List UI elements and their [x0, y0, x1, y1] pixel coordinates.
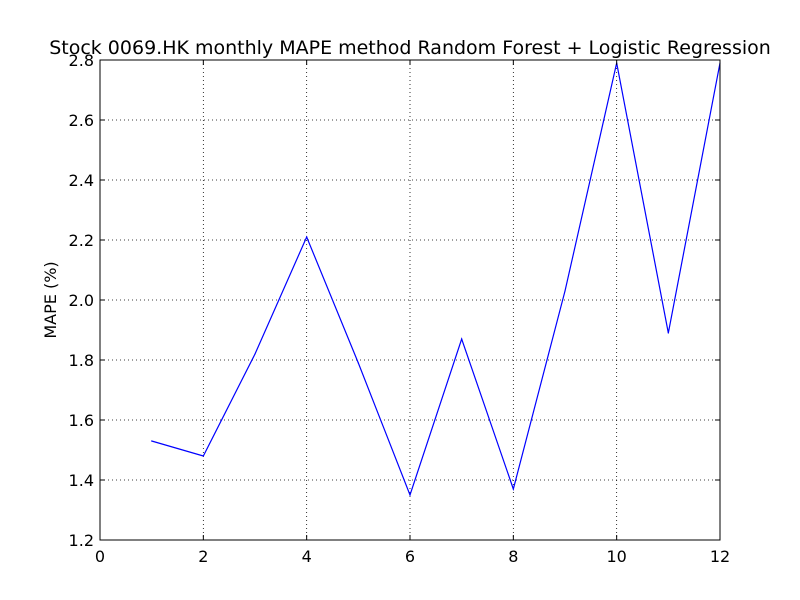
y-tick-label: 2.6 [69, 111, 94, 130]
x-tick-label: 0 [95, 547, 105, 566]
data-point [667, 332, 669, 334]
data-point [512, 488, 514, 490]
y-axis-label: MAPE (%) [41, 261, 60, 338]
y-tick-label: 1.4 [69, 471, 94, 490]
y-tick-label: 1.2 [69, 531, 94, 550]
x-tick-label: 4 [302, 547, 312, 566]
data-point [306, 236, 308, 238]
x-tick-label: 8 [508, 547, 518, 566]
series-layer [151, 62, 721, 497]
chart-title: Stock 0069.HK monthly MAPE method Random… [49, 37, 771, 59]
y-axis-tick-labels: 1.2 1.4 1.6 1.8 2.0 2.2 2.4 2.6 2.8 [69, 51, 94, 550]
x-tick-label: 12 [710, 547, 730, 566]
data-point [254, 353, 256, 355]
y-tick-label: 2.0 [69, 291, 94, 310]
ticks [99, 59, 721, 541]
data-point [202, 455, 204, 457]
data-point [409, 494, 411, 496]
x-tick-label: 10 [606, 547, 626, 566]
y-tick-label: 2.8 [69, 51, 94, 70]
grid [100, 60, 720, 540]
series-line [151, 62, 721, 497]
x-tick-label: 6 [405, 547, 415, 566]
y-tick-label: 1.8 [69, 351, 94, 370]
data-point [461, 338, 463, 340]
data-point [357, 362, 359, 364]
y-tick-label: 1.6 [69, 411, 94, 430]
y-tick-label: 2.2 [69, 231, 94, 250]
x-axis-tick-labels: 0 2 4 6 8 10 12 [95, 547, 730, 566]
x-tick-label: 2 [198, 547, 208, 566]
y-tick-label: 2.4 [69, 171, 94, 190]
data-point [151, 440, 153, 442]
data-point [564, 290, 566, 292]
